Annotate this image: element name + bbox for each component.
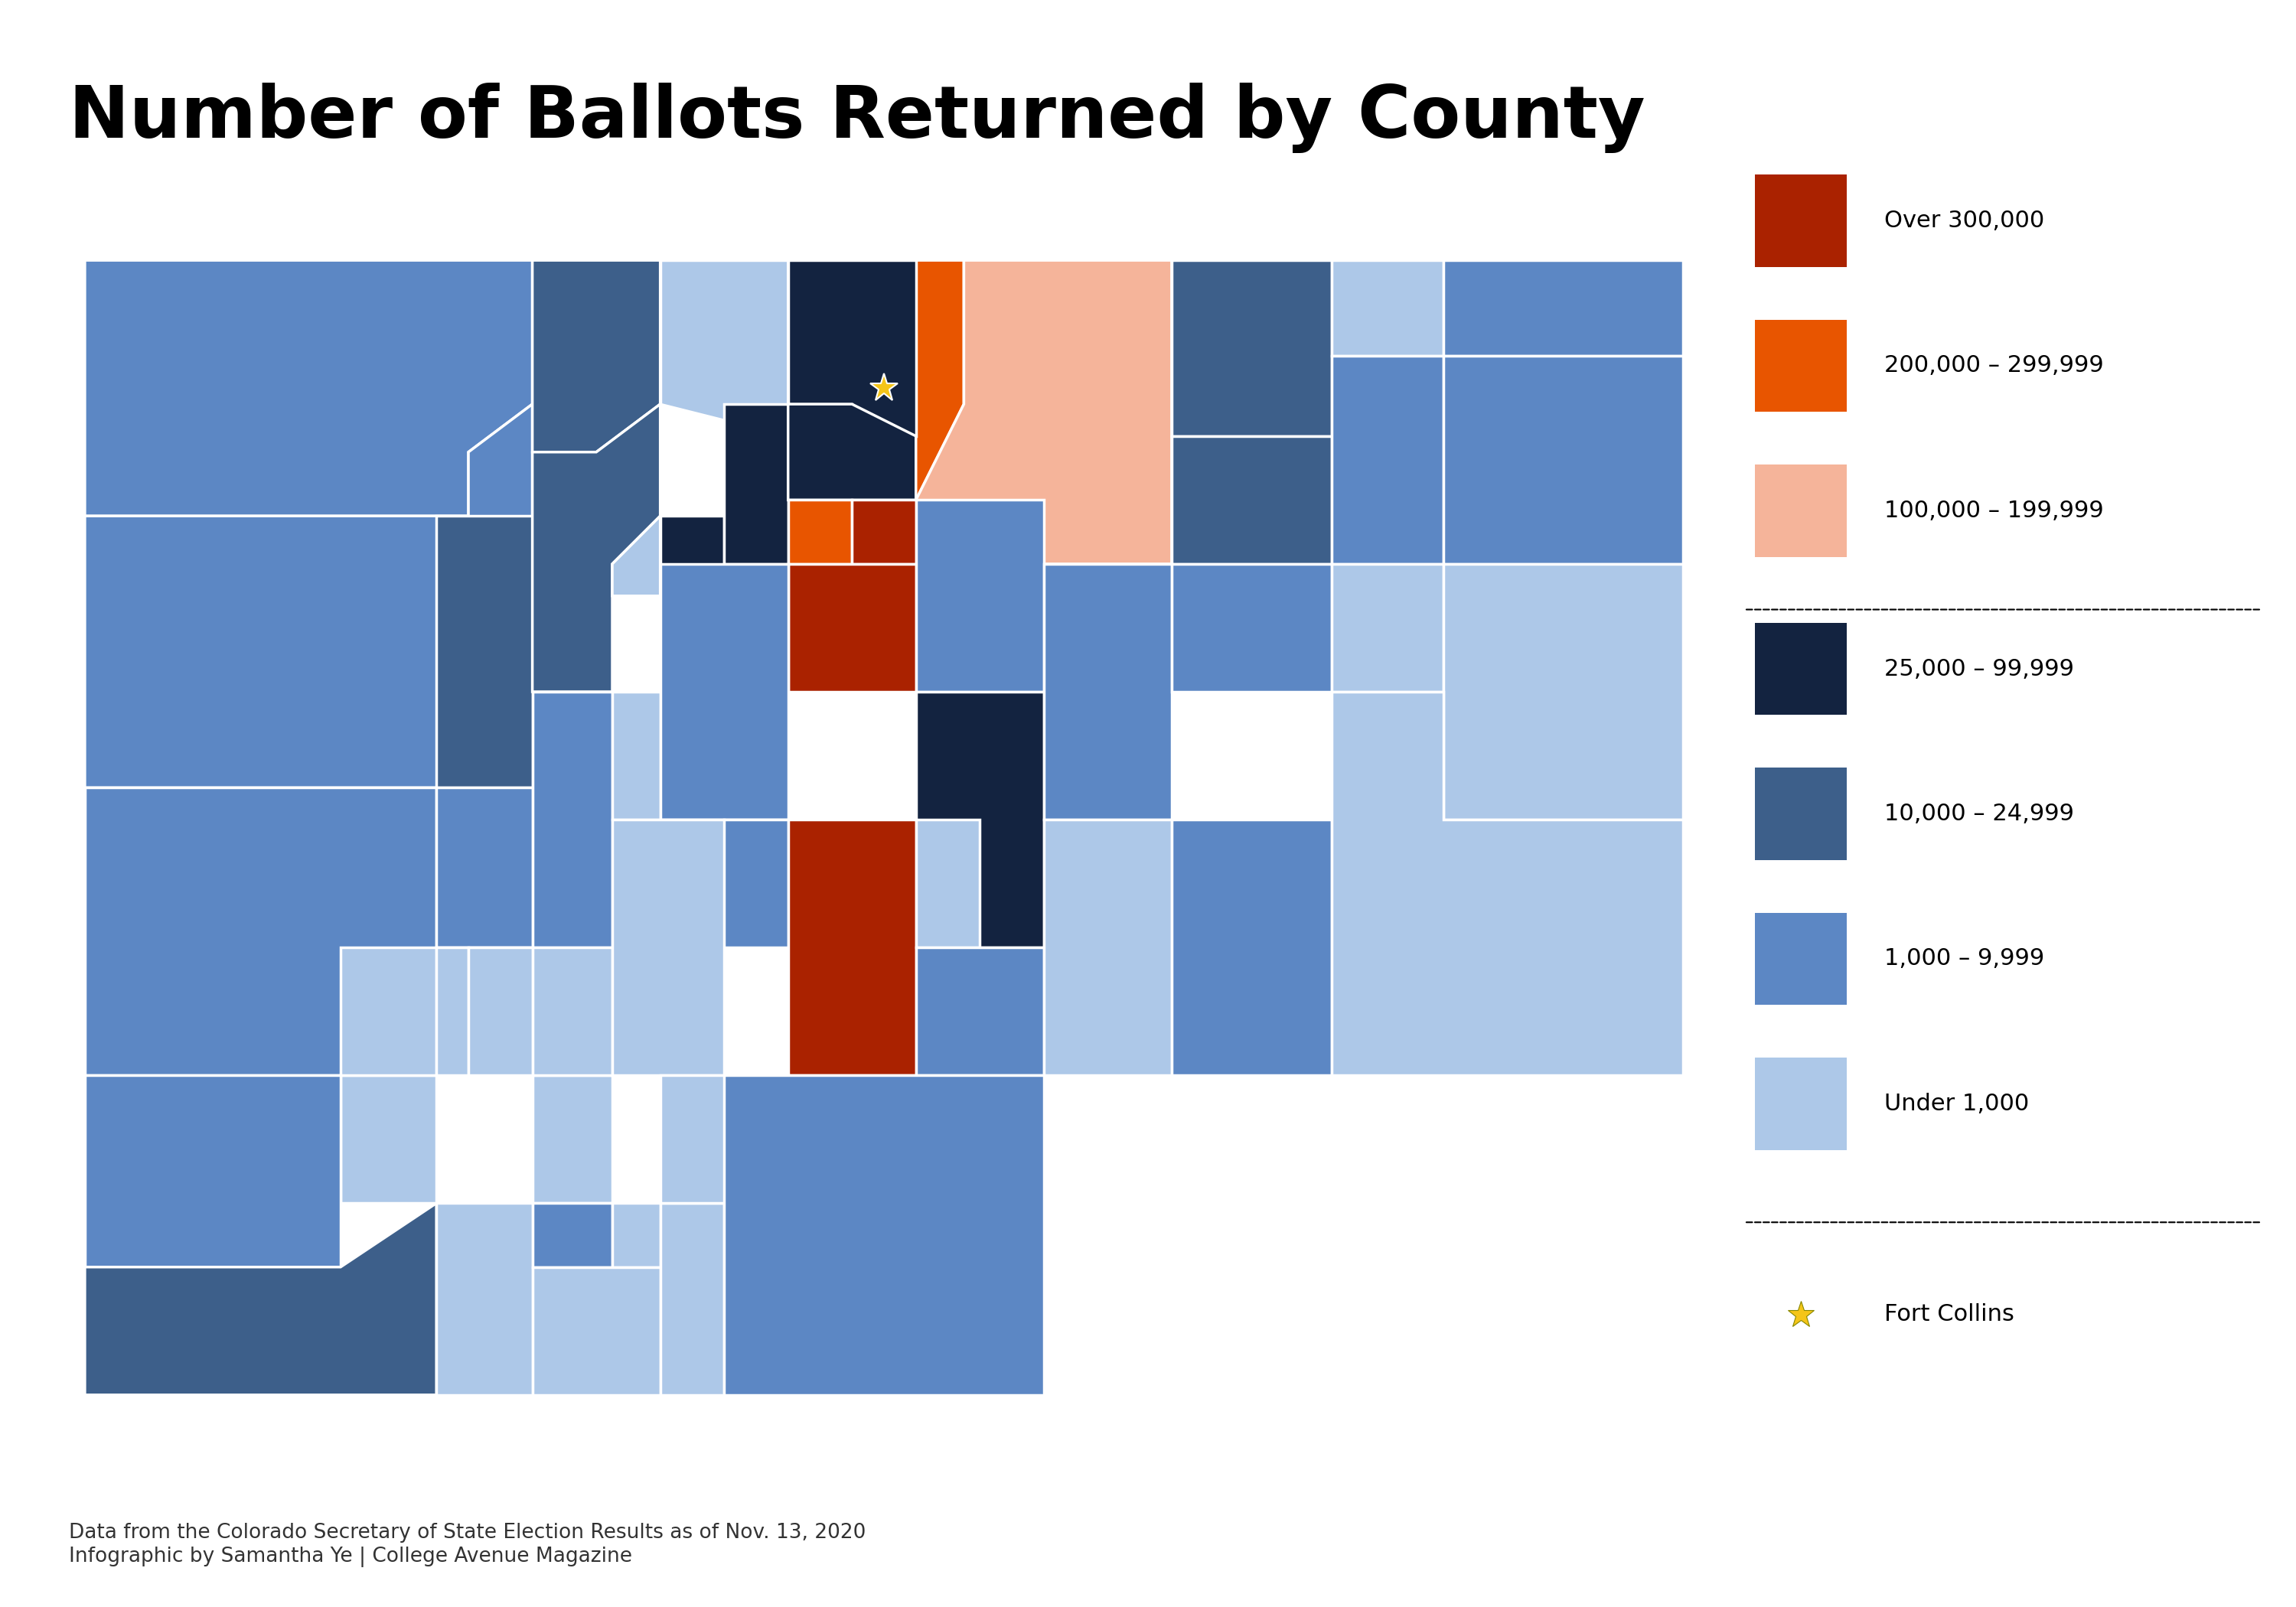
Polygon shape [661,260,788,435]
Bar [1754,464,1846,558]
Polygon shape [661,820,788,948]
Polygon shape [436,787,533,948]
Polygon shape [613,1204,661,1266]
Polygon shape [613,516,661,596]
Polygon shape [788,260,852,403]
Bar [1754,320,1846,411]
Polygon shape [723,820,788,948]
Polygon shape [533,948,613,1075]
Polygon shape [1332,564,1444,691]
Polygon shape [788,260,964,564]
Polygon shape [1444,564,1683,820]
Polygon shape [533,1075,613,1204]
Polygon shape [916,691,1045,948]
Polygon shape [661,1204,723,1395]
Polygon shape [661,516,723,596]
Polygon shape [788,564,916,691]
Polygon shape [85,787,436,1075]
Polygon shape [85,260,533,516]
Polygon shape [1045,564,1171,820]
Polygon shape [788,500,852,564]
Polygon shape [1171,435,1332,564]
Polygon shape [85,403,533,787]
Polygon shape [533,1204,613,1266]
Polygon shape [1332,260,1444,357]
Polygon shape [340,948,436,1075]
Text: Fort Collins: Fort Collins [1885,1303,2014,1326]
Text: 100,000 – 199,999: 100,000 – 199,999 [1885,500,2103,522]
Polygon shape [436,948,468,1075]
Polygon shape [661,1075,788,1204]
Bar [1754,1057,1846,1151]
Polygon shape [533,1266,661,1395]
Polygon shape [723,1075,1045,1395]
Text: Under 1,000: Under 1,000 [1885,1093,2030,1115]
Polygon shape [613,820,723,1075]
Polygon shape [85,1075,340,1266]
Polygon shape [436,1204,533,1395]
Polygon shape [1171,260,1332,435]
Polygon shape [916,500,1045,691]
Text: Over 300,000: Over 300,000 [1885,209,2046,231]
Polygon shape [1444,357,1683,564]
Polygon shape [788,820,916,1075]
Polygon shape [533,403,661,691]
Polygon shape [723,403,788,564]
Polygon shape [85,1204,436,1395]
Text: 1,000 – 9,999: 1,000 – 9,999 [1885,948,2046,971]
Polygon shape [661,564,788,820]
Polygon shape [468,948,533,1075]
Text: 10,000 – 24,999: 10,000 – 24,999 [1885,802,2073,824]
Polygon shape [613,691,661,820]
Polygon shape [916,820,980,948]
Text: Number of Ballots Returned by County: Number of Ballots Returned by County [69,82,1644,153]
Polygon shape [1171,820,1332,1075]
Polygon shape [661,596,723,691]
Text: Data from the Colorado Secretary of State Election Results as of Nov. 13, 2020
I: Data from the Colorado Secretary of Stat… [69,1523,866,1567]
Polygon shape [1045,820,1171,1075]
Polygon shape [533,691,613,948]
Polygon shape [788,260,916,435]
Polygon shape [916,948,1045,1075]
Polygon shape [1171,564,1332,691]
Bar [1754,175,1846,267]
Polygon shape [1332,357,1444,564]
Polygon shape [533,260,661,452]
Bar [1754,622,1846,715]
Polygon shape [852,500,916,564]
Polygon shape [1332,691,1683,1075]
Polygon shape [436,948,533,1075]
Bar [1754,768,1846,860]
Text: 200,000 – 299,999: 200,000 – 299,999 [1885,355,2103,378]
Polygon shape [340,1075,436,1204]
Polygon shape [916,260,1171,564]
Bar [1754,913,1846,1004]
Text: 25,000 – 99,999: 25,000 – 99,999 [1885,657,2073,680]
Polygon shape [788,403,916,500]
Polygon shape [1444,260,1683,357]
Polygon shape [436,516,533,787]
